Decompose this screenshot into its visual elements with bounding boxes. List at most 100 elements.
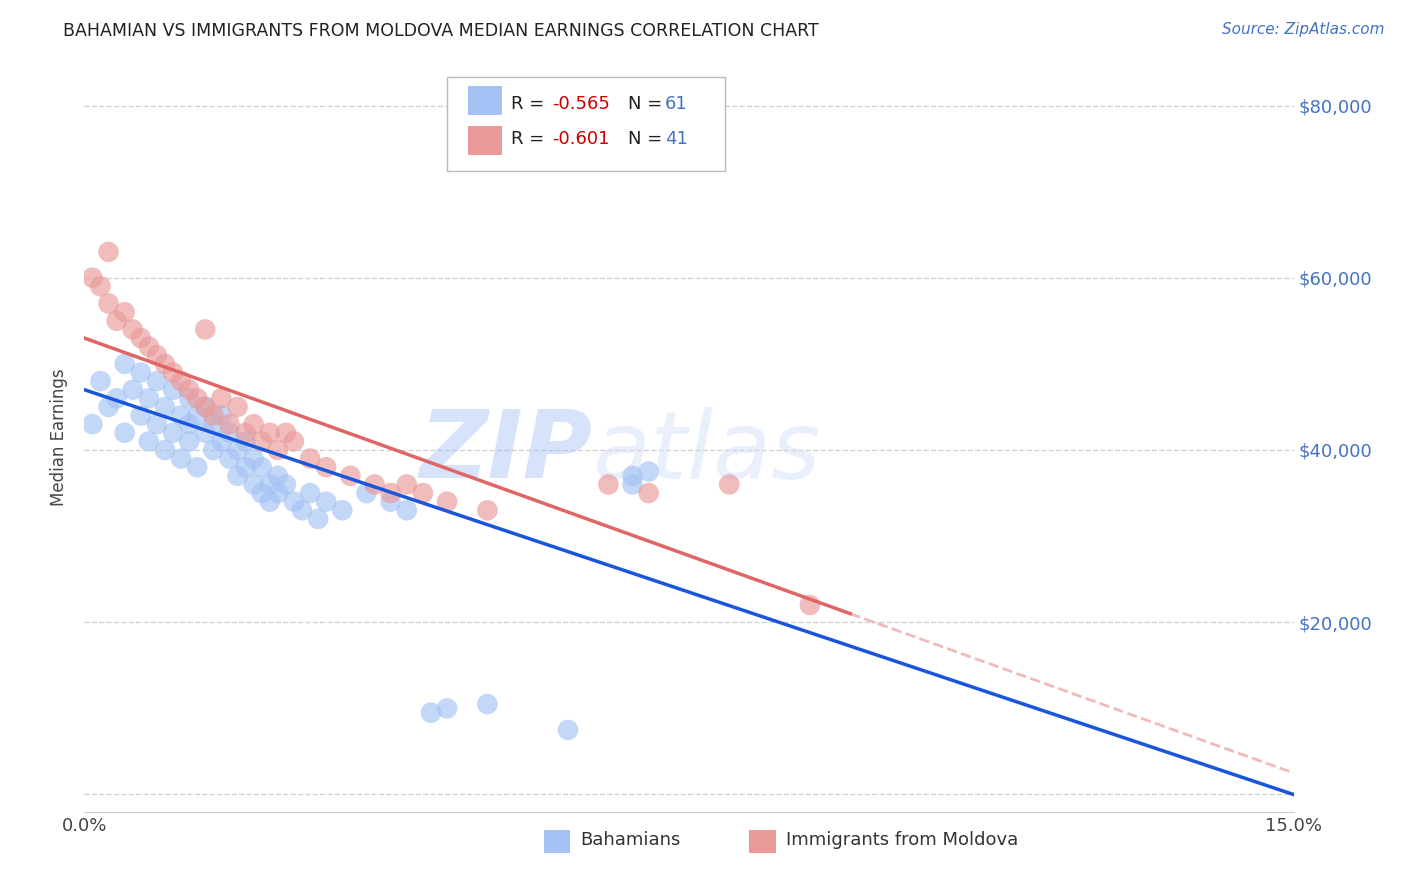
Point [315,460,337,475]
Text: Bahamians: Bahamians [581,831,681,849]
Point [202,417,225,432]
Point [114,425,136,440]
Point [242,477,264,491]
Point [283,434,305,449]
Text: -0.565: -0.565 [553,95,610,112]
Point [380,494,402,508]
Point [420,706,443,720]
Point [138,392,160,406]
Point [299,486,322,500]
Point [194,400,217,414]
Point [395,477,418,491]
Point [621,477,644,491]
Point [267,468,290,483]
Point [97,244,120,259]
Point [267,442,290,457]
Point [186,392,208,406]
Point [226,400,249,414]
Point [477,697,499,711]
Point [202,409,225,423]
Y-axis label: Median Earnings: Median Earnings [51,368,69,506]
Point [194,425,217,440]
Point [267,486,290,500]
Point [179,383,201,397]
Point [153,442,176,457]
Point [97,296,120,310]
Bar [468,87,502,115]
Point [146,417,169,432]
Point [621,468,644,483]
Text: atlas: atlas [592,407,821,498]
Point [129,366,152,380]
Point [637,486,659,500]
Point [194,400,217,414]
Point [235,460,257,475]
Text: ZIP: ZIP [419,406,592,498]
Point [146,374,169,388]
Text: R =: R = [512,95,550,112]
Point [436,701,458,715]
Point [307,512,329,526]
Point [218,425,240,440]
Text: 41: 41 [665,130,688,148]
Point [209,392,232,406]
Point [129,409,152,423]
Point [218,451,240,466]
Point [105,314,128,328]
Point [557,723,579,737]
Point [121,383,143,397]
Point [218,417,240,432]
Point [114,305,136,319]
Text: R =: R = [512,130,550,148]
Point [194,322,217,336]
Point [162,366,184,380]
Point [129,331,152,345]
Point [89,374,111,388]
Point [363,477,385,491]
Point [598,477,620,491]
Text: 61: 61 [665,95,688,112]
Point [179,434,201,449]
Point [170,409,193,423]
Point [242,417,264,432]
Point [436,494,458,508]
Bar [544,830,571,853]
Point [179,392,201,406]
Point [146,348,169,362]
Point [235,425,257,440]
Point [105,392,128,406]
Point [274,425,297,440]
Point [259,494,281,508]
Point [412,486,434,500]
Text: Source: ZipAtlas.com: Source: ZipAtlas.com [1222,22,1385,37]
FancyBboxPatch shape [447,78,725,171]
Point [356,486,378,500]
Point [799,598,821,612]
Point [162,383,184,397]
Point [395,503,418,517]
Text: -0.601: -0.601 [553,130,610,148]
Point [97,400,120,414]
Point [82,270,104,285]
Point [162,425,184,440]
Point [170,451,193,466]
Point [291,503,314,517]
Point [250,460,273,475]
Point [283,494,305,508]
Point [153,357,176,371]
Point [250,434,273,449]
Point [209,434,232,449]
Point [89,279,111,293]
Point [259,425,281,440]
Point [114,357,136,371]
Point [82,417,104,432]
Point [170,374,193,388]
Point [242,451,264,466]
Point [186,460,208,475]
Point [186,409,208,423]
Point [179,417,201,432]
Point [235,434,257,449]
Text: Immigrants from Moldova: Immigrants from Moldova [786,831,1018,849]
Point [209,409,232,423]
Point [380,486,402,500]
